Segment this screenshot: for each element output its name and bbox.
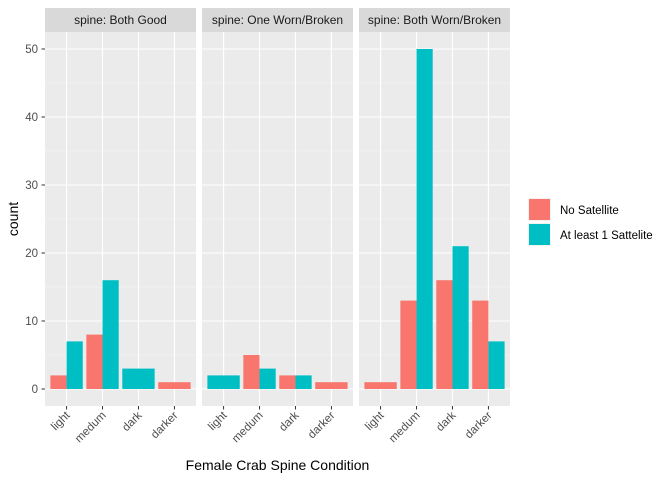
bar	[122, 368, 155, 389]
y-tick-label: 0	[32, 384, 38, 396]
x-tick-label: dark	[120, 409, 144, 433]
bar	[158, 382, 191, 389]
x-tick-label: light	[206, 409, 230, 433]
bar	[259, 368, 276, 389]
facet-strip	[45, 8, 196, 32]
x-tick-label: dark	[277, 409, 301, 433]
bar	[243, 355, 260, 389]
bar	[50, 375, 67, 389]
bar	[86, 334, 103, 389]
y-tick-label: 40	[25, 112, 38, 124]
facet-strip-label: spine: Both Worn/Broken	[368, 13, 501, 27]
y-tick-label: 30	[25, 180, 38, 192]
y-tick-label: 20	[25, 248, 38, 260]
x-tick-label: darker	[149, 410, 181, 442]
x-tick-label: light	[363, 409, 387, 433]
legend: No Satellite At least 1 Sattelite	[528, 198, 653, 246]
bar	[207, 375, 240, 389]
facet-strip-label: spine: One Worn/Broken	[212, 13, 343, 27]
x-tick-label: medum	[387, 410, 423, 446]
bar	[66, 341, 83, 389]
facet-strip	[359, 8, 510, 32]
bar	[488, 341, 505, 389]
bar	[472, 300, 489, 389]
legend-swatch	[529, 199, 550, 220]
y-axis-title: count	[5, 202, 21, 236]
facet-strip	[202, 8, 353, 32]
legend-swatch	[529, 224, 550, 245]
facet-panel: spine: Both Good light medum dark darker	[45, 8, 196, 445]
bar	[416, 49, 433, 389]
x-tick-label: light	[49, 409, 73, 433]
bar	[315, 382, 348, 389]
facet-strip-label: spine: Both Good	[74, 13, 167, 27]
legend-label: No Satellite	[560, 205, 619, 217]
facet-panel: spine: One Worn/Broken light medum dark dark…	[202, 8, 353, 445]
y-tick-label: 50	[25, 44, 38, 56]
x-tick-label: dark	[434, 409, 458, 433]
y-tick-label: 10	[25, 316, 38, 328]
bar	[364, 382, 397, 389]
x-tick-label: medum	[73, 410, 109, 446]
x-tick-label: darker	[463, 410, 495, 442]
bar	[436, 280, 453, 389]
bar	[295, 375, 312, 389]
x-tick-label: medum	[230, 410, 266, 446]
bar	[452, 246, 469, 389]
bar	[279, 375, 296, 389]
x-axis-title: Female Crab Spine Condition	[186, 457, 370, 473]
bar	[102, 280, 119, 389]
x-tick-label: darker	[306, 410, 338, 442]
y-axis: 0 10 20 30 40 50	[25, 44, 45, 396]
legend-label: At least 1 Sattelite	[560, 230, 653, 242]
facet-panel: spine: Both Worn/Broken light medum dark dar…	[359, 8, 510, 445]
bar	[400, 300, 417, 389]
